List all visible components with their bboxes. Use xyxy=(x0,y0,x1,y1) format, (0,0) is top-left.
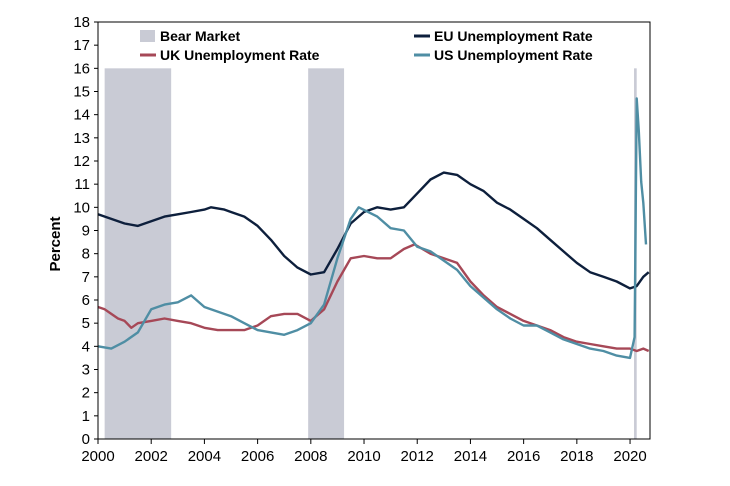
bear-market-band-1 xyxy=(104,68,172,439)
legend-label-uk: UK Unemployment Rate xyxy=(160,47,320,63)
x-tick-label: 2004 xyxy=(188,448,221,465)
y-tick-label: 15 xyxy=(73,84,90,101)
x-tick-label: 2012 xyxy=(401,448,434,465)
x-tick-label: 2016 xyxy=(507,448,540,465)
y-tick-label: 4 xyxy=(82,338,90,355)
y-tick-label: 0 xyxy=(82,431,90,448)
y-tick-label: 2 xyxy=(82,385,90,402)
legend-label-bear-market: Bear Market xyxy=(160,28,240,44)
y-tick-label: 8 xyxy=(82,246,90,263)
series-lines xyxy=(97,97,650,360)
y-axis-label: Percent xyxy=(47,216,64,271)
x-tick-label: 2000 xyxy=(81,448,114,465)
y-tick-label: 7 xyxy=(82,269,90,286)
y-tick-label: 9 xyxy=(82,223,90,240)
y-tick-label: 13 xyxy=(73,130,90,147)
y-tick-label: 10 xyxy=(73,199,90,216)
legend-label-us: US Unemployment Rate xyxy=(434,47,593,63)
x-tick-label: 2008 xyxy=(294,448,327,465)
legend-swatch-bear-market xyxy=(140,30,155,42)
legend: Bear Market UK Unemployment Rate EU Unem… xyxy=(140,28,593,63)
x-tick-label: 2018 xyxy=(560,448,593,465)
y-tick-label: 5 xyxy=(82,315,90,332)
x-tick-label: 2014 xyxy=(454,448,487,465)
series-line-eu xyxy=(97,171,650,290)
x-tick-label: 2020 xyxy=(613,448,646,465)
y-tick-label: 1 xyxy=(82,408,90,425)
y-tick-label: 12 xyxy=(73,153,90,170)
y-tick-label: 16 xyxy=(73,60,90,77)
x-tick-label: 2006 xyxy=(241,448,274,465)
y-tick-label: 11 xyxy=(74,176,90,193)
y-tick-label: 18 xyxy=(73,14,90,31)
y-tick-label: 3 xyxy=(82,362,90,379)
y-tick-label: 14 xyxy=(73,107,90,124)
y-tick-label: 17 xyxy=(73,37,90,54)
x-tick-label: 2010 xyxy=(347,448,380,465)
x-tick-label: 2002 xyxy=(135,448,168,465)
y-tick-label: 6 xyxy=(82,292,90,309)
series-line-uk xyxy=(97,243,650,353)
x-axis: 2000 2002 2004 2006 2008 2010 2012 2014 2016 2018… xyxy=(81,439,647,465)
legend-label-eu: EU Unemployment Rate xyxy=(434,28,593,44)
series-line-us xyxy=(97,97,648,360)
